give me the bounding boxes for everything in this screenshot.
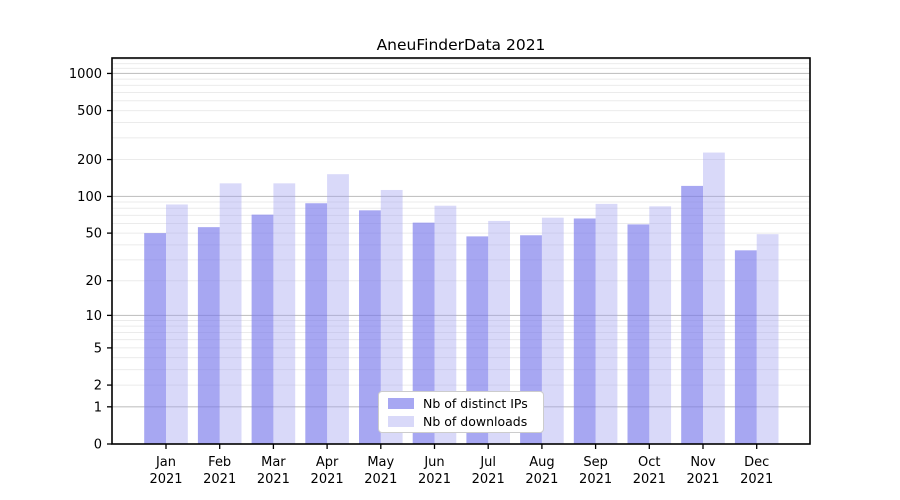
- y-tick-label: 200: [77, 153, 102, 168]
- legend-item-downloads: Nb of downloads: [379, 414, 543, 429]
- bar-distinct-ips-may: [359, 210, 381, 444]
- x-tick-label-year: 2021: [149, 472, 182, 487]
- bar-distinct-ips-sep: [573, 218, 596, 444]
- y-tick-label: 500: [77, 104, 102, 119]
- y-tick-label: 1: [94, 400, 102, 415]
- chart-title: AneuFinderData 2021: [376, 36, 546, 54]
- y-tick-label: 100: [77, 190, 102, 205]
- x-tick-label-year: 2021: [633, 472, 666, 487]
- bar-downloads-may: [380, 189, 403, 444]
- legend-swatch-distinct-ips: [388, 397, 414, 409]
- bar-downloads-jun: [434, 205, 457, 444]
- legend: Nb of distinct IPs Nb of downloads: [378, 391, 544, 433]
- x-tick-label-year: 2021: [525, 472, 558, 487]
- bar-downloads-apr: [327, 174, 349, 444]
- bar-distinct-ips-oct: [627, 224, 650, 444]
- x-tick-label-month: Jul: [479, 455, 496, 470]
- bar-downloads-sep: [595, 203, 618, 444]
- bar-distinct-ips-apr: [305, 203, 328, 444]
- y-tick-label: 2: [94, 379, 102, 394]
- x-tick-label-year: 2021: [740, 472, 773, 487]
- x-tick-label-month: Dec: [744, 455, 769, 470]
- bar-downloads-nov: [703, 152, 725, 445]
- bar-distinct-ips-nov: [681, 185, 703, 444]
- y-tick-label: 0: [94, 438, 102, 453]
- x-tick-label-month: Aug: [529, 455, 554, 470]
- bar-distinct-ips-jun: [412, 222, 435, 444]
- x-tick-label-year: 2021: [418, 472, 451, 487]
- x-tick-label-month: Nov: [690, 455, 716, 470]
- bar-downloads-jul: [488, 220, 510, 444]
- x-tick-label-month: May: [367, 455, 394, 470]
- legend-swatch-downloads: [388, 415, 414, 427]
- bar-distinct-ips-mar: [251, 214, 274, 444]
- x-tick-label-month: Feb: [208, 455, 231, 470]
- x-tick-label-year: 2021: [257, 472, 290, 487]
- x-tick-label-month: Sep: [583, 455, 608, 470]
- x-tick-label-year: 2021: [203, 472, 236, 487]
- bar-downloads-dec: [756, 234, 779, 444]
- y-tick-label: 50: [85, 227, 102, 242]
- x-tick-label-year: 2021: [686, 472, 719, 487]
- bar-downloads-feb: [219, 183, 242, 444]
- y-tick-label: 20: [85, 274, 102, 289]
- plot-border: [111, 57, 811, 445]
- y-tick-label: 5: [94, 341, 102, 356]
- x-tick-label-year: 2021: [472, 472, 505, 487]
- bar-distinct-ips-dec: [734, 250, 757, 444]
- y-tick-label: 1000: [69, 67, 102, 82]
- x-tick-label-month: Mar: [261, 455, 286, 470]
- bar-downloads-jan: [166, 204, 188, 444]
- x-tick-label-year: 2021: [579, 472, 612, 487]
- x-tick-label-month: Oct: [638, 455, 660, 470]
- bar-distinct-ips-feb: [197, 227, 220, 444]
- x-tick-label-month: Jun: [423, 455, 444, 470]
- bar-downloads-oct: [649, 206, 672, 444]
- bar-downloads-mar: [273, 183, 296, 444]
- legend-item-distinct-ips: Nb of distinct IPs: [379, 396, 543, 411]
- legend-label-downloads: Nb of downloads: [423, 413, 528, 429]
- bar-downloads-aug: [541, 217, 564, 444]
- x-tick-label-month: Jan: [155, 455, 176, 470]
- x-tick-label-month: Apr: [316, 455, 339, 470]
- bar-distinct-ips-jan: [144, 233, 166, 444]
- x-tick-label-year: 2021: [364, 472, 397, 487]
- y-tick-label: 10: [85, 309, 102, 324]
- legend-label-distinct-ips: Nb of distinct IPs: [423, 395, 528, 411]
- x-tick-label-year: 2021: [311, 472, 344, 487]
